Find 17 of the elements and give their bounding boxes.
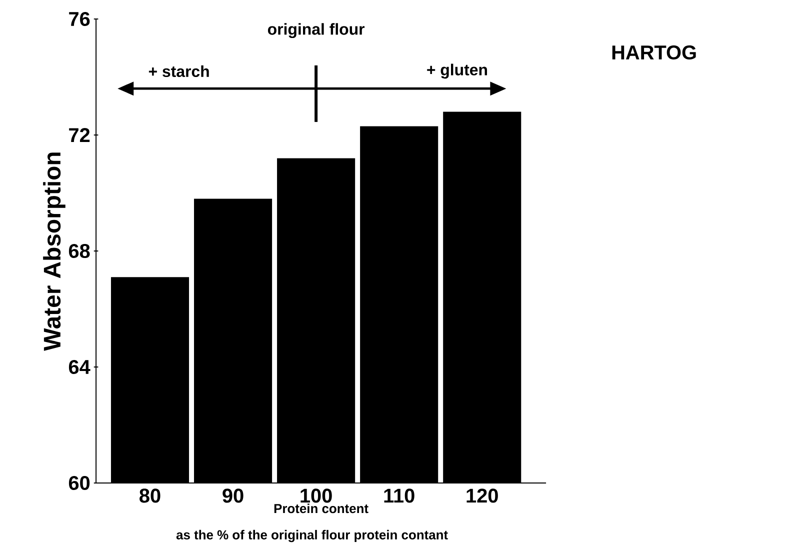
x-tick-label: 100 [300,488,332,503]
x-tick-label: 80 [140,488,160,503]
y-tick-label: 72 [69,128,90,142]
x-tick-label: 90 [222,488,244,503]
y-tick-label: 64 [68,360,90,374]
annotation: original flour [268,23,365,38]
x-axis-title: Protein content [274,504,368,514]
y-tick-label: 76 [69,12,90,26]
text: HARTOG [612,45,696,60]
x-tick-label: 120 [466,488,498,503]
x-tick-label: 110 [384,488,414,503]
annotation: + gluten [427,64,487,79]
y-tick-label: 60 [68,476,90,490]
y-axis-title: Water Absorption [43,152,66,351]
annotation: + starch [148,65,209,78]
text: as the % of the original flour protein contant [176,530,448,542]
y-tick-label: 68 [68,244,90,258]
